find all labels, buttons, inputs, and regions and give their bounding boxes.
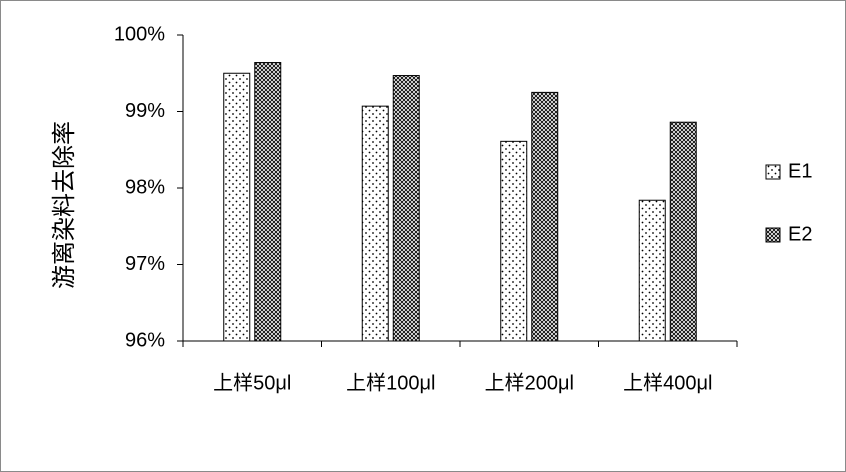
y-axis-label: 游离染料去除率 xyxy=(50,121,78,289)
bar-e1-1 xyxy=(223,72,251,342)
x-tick-label: 上样200μl xyxy=(485,371,574,394)
y-tick-label: 100% xyxy=(114,23,165,45)
bar-e2-4 xyxy=(669,121,697,342)
legend-label-e2: E2 xyxy=(788,223,812,245)
legend-swatch-e2 xyxy=(765,227,781,243)
bar-e2-2 xyxy=(392,75,420,342)
bar-e2-3 xyxy=(531,91,559,342)
legend-swatch-e1 xyxy=(765,164,781,180)
legend-label-e1: E1 xyxy=(788,160,812,182)
bar-e1-2 xyxy=(361,105,389,342)
y-tick-label: 98% xyxy=(125,176,165,198)
bar-e1-4 xyxy=(638,199,666,342)
y-tick-label: 99% xyxy=(125,100,165,122)
bar-e1-3 xyxy=(500,140,528,342)
bar-e2-1 xyxy=(254,62,282,342)
y-tick-label: 96% xyxy=(125,329,165,351)
x-tick-label: 上样400μl xyxy=(623,371,712,394)
x-tick-label: 上样50μl xyxy=(213,371,291,394)
x-tick-label: 上样100μl xyxy=(346,371,435,394)
y-tick-label: 97% xyxy=(125,253,165,275)
